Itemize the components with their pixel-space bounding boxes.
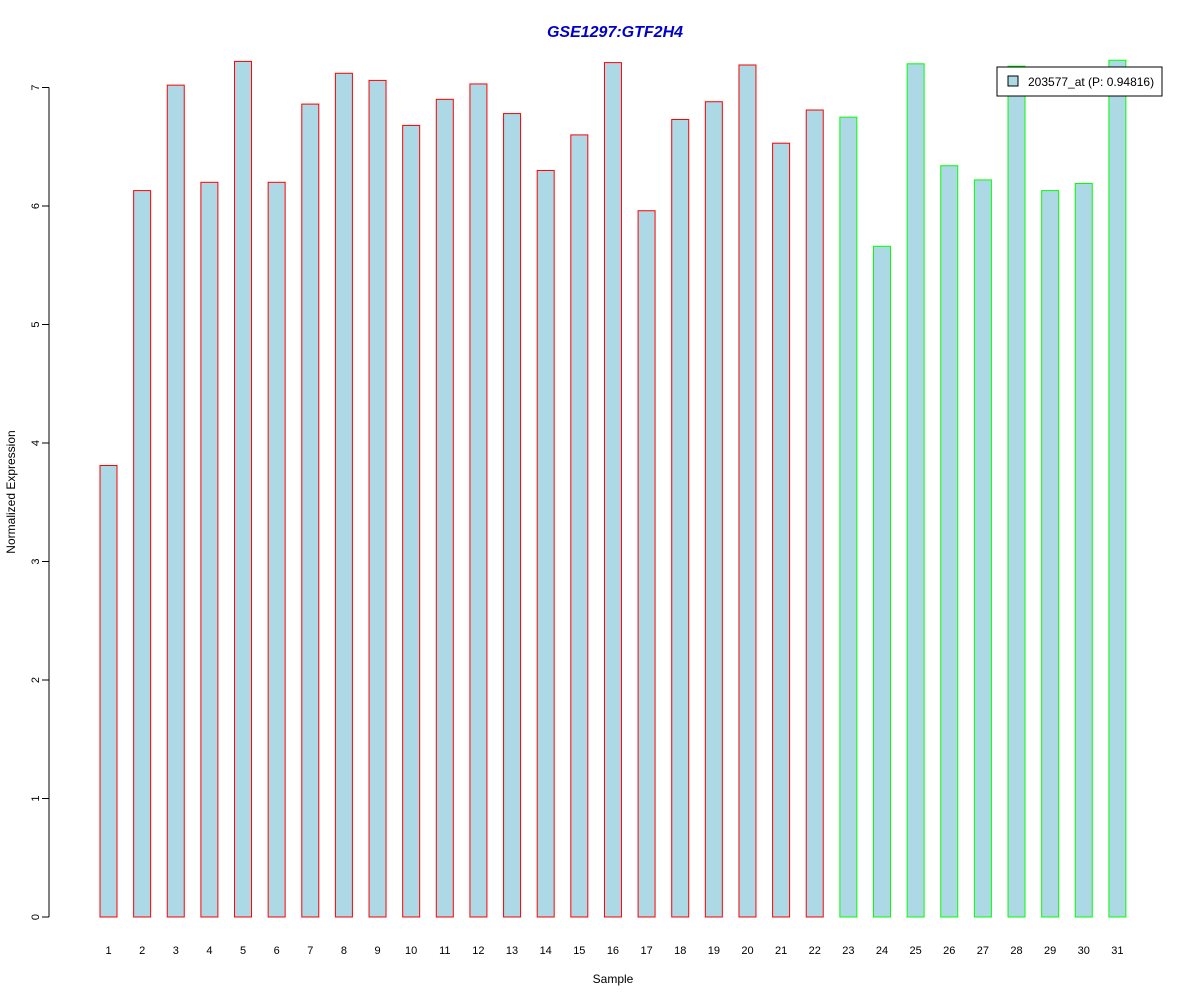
x-axis-label: Sample bbox=[593, 972, 634, 986]
bar-sample-28 bbox=[1007, 65, 1026, 918]
bar-sample-30 bbox=[1074, 182, 1093, 918]
bar-sample-2 bbox=[133, 190, 152, 918]
x-tick-label: 31 bbox=[1111, 945, 1123, 957]
x-tick-label: 6 bbox=[274, 945, 280, 957]
x-tick-label: 13 bbox=[506, 945, 518, 957]
bar-sample-29 bbox=[1041, 190, 1060, 918]
legend-box bbox=[996, 66, 1163, 97]
y-tick-label: 3 bbox=[30, 558, 42, 564]
x-tick-label: 28 bbox=[1010, 945, 1022, 957]
x-tick-label: 18 bbox=[674, 945, 686, 957]
x-tick-label: 17 bbox=[640, 945, 652, 957]
x-tick-label: 9 bbox=[374, 945, 380, 957]
legend: 203577_at (P: 0.94816) bbox=[996, 66, 1163, 97]
bar-sample-21 bbox=[772, 142, 791, 918]
x-tick-label: 16 bbox=[607, 945, 619, 957]
x-tick-label: 11 bbox=[439, 945, 450, 957]
x-tick-labels: 1 2 3 4 5 6 7 8 9 10 11 12 13 14 15 16 17 18 19 20 21 22 23 24 2… bbox=[105, 945, 1123, 957]
chart-title: GSE1297:GTF2H4 bbox=[547, 24, 683, 41]
x-tick-label: 23 bbox=[842, 945, 854, 957]
y-tick-label: 4 bbox=[30, 440, 42, 446]
x-tick-label: 4 bbox=[206, 945, 212, 957]
bars bbox=[99, 59, 1127, 918]
x-tick-label: 2 bbox=[139, 945, 145, 957]
bar-sample-25 bbox=[906, 63, 925, 918]
y-axis-label: Normalized Expression bbox=[4, 430, 18, 553]
bar-sample-22 bbox=[805, 109, 824, 918]
x-tick-label: 26 bbox=[943, 945, 955, 957]
y-tick-label: 6 bbox=[30, 203, 42, 209]
y-tick-label: 1 bbox=[30, 795, 42, 801]
bar-sample-31 bbox=[1108, 59, 1127, 918]
bar-sample-23 bbox=[839, 116, 858, 918]
x-tick-label: 20 bbox=[741, 945, 753, 957]
x-tick-label: 24 bbox=[876, 945, 888, 957]
bar-sample-10 bbox=[402, 124, 421, 918]
x-tick-label: 25 bbox=[909, 945, 921, 957]
bar-sample-3 bbox=[166, 84, 185, 918]
bar-sample-7 bbox=[301, 103, 320, 918]
bar-sample-9 bbox=[368, 79, 387, 918]
bar-sample-8 bbox=[334, 72, 353, 918]
x-tick-label: 30 bbox=[1078, 945, 1090, 957]
x-tick-label: 14 bbox=[540, 945, 552, 957]
x-tick-label: 5 bbox=[240, 945, 246, 957]
x-tick-label: 19 bbox=[708, 945, 720, 957]
x-tick-label: 27 bbox=[977, 945, 989, 957]
bar-sample-5 bbox=[234, 60, 253, 918]
y-tick-label: 7 bbox=[30, 84, 42, 90]
bar-sample-6 bbox=[267, 181, 286, 918]
x-tick-label: 21 bbox=[775, 945, 787, 957]
y-tick-label: 5 bbox=[30, 321, 42, 327]
bar-sample-12 bbox=[469, 83, 488, 918]
y-tick-label: 2 bbox=[30, 677, 42, 683]
bar-sample-4 bbox=[200, 181, 219, 918]
legend-swatch bbox=[1007, 75, 1019, 87]
bar-sample-27 bbox=[973, 179, 992, 918]
bar-sample-17 bbox=[637, 210, 656, 918]
x-tick-label: 10 bbox=[405, 945, 417, 957]
y-tick-label: 0 bbox=[30, 914, 42, 920]
bar-sample-11 bbox=[435, 98, 454, 918]
legend-label: 203577_at (P: 0.94816) bbox=[1028, 75, 1154, 89]
x-tick-label: 3 bbox=[173, 945, 179, 957]
bar-sample-1 bbox=[99, 465, 118, 918]
x-tick-label: 15 bbox=[573, 945, 585, 957]
bar-sample-19 bbox=[704, 101, 723, 918]
bar-sample-15 bbox=[570, 134, 589, 918]
bar-sample-20 bbox=[738, 64, 757, 918]
bar-sample-14 bbox=[536, 169, 555, 918]
x-tick-label: 12 bbox=[472, 945, 484, 957]
x-tick-label: 29 bbox=[1044, 945, 1056, 957]
bar-sample-26 bbox=[940, 165, 959, 918]
x-tick-label: 22 bbox=[809, 945, 821, 957]
x-tick-label: 8 bbox=[341, 945, 347, 957]
bar-sample-16 bbox=[603, 62, 622, 918]
bar-sample-18 bbox=[671, 118, 690, 918]
bar-sample-13 bbox=[503, 113, 522, 918]
bar-sample-24 bbox=[872, 245, 891, 918]
y-axis: 0 1 2 3 4 5 6 7 bbox=[30, 84, 50, 920]
x-tick-label: 7 bbox=[307, 945, 313, 957]
x-tick-label: 1 bbox=[105, 945, 111, 957]
